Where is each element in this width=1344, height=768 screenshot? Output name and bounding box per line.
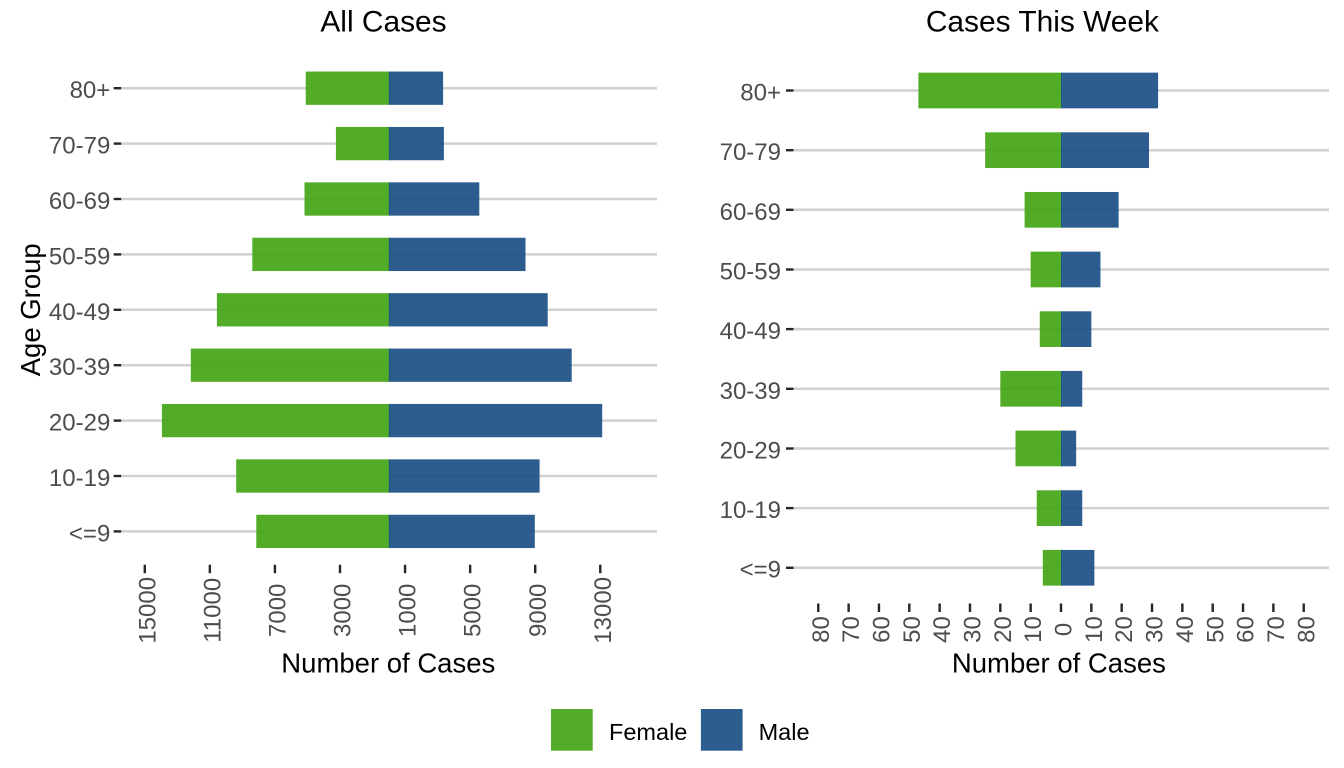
svg-text:50: 50 bbox=[899, 616, 926, 643]
svg-text:<=9: <=9 bbox=[69, 520, 110, 547]
svg-text:All Cases: All Cases bbox=[320, 6, 446, 39]
svg-text:20: 20 bbox=[990, 616, 1017, 643]
svg-text:80+: 80+ bbox=[70, 77, 111, 104]
svg-text:60: 60 bbox=[1233, 616, 1260, 643]
svg-text:Female: Female bbox=[609, 719, 687, 745]
svg-text:70-79: 70-79 bbox=[49, 133, 110, 160]
svg-text:Number of Cases: Number of Cases bbox=[281, 648, 495, 679]
svg-text:11000: 11000 bbox=[199, 578, 226, 643]
svg-text:70-79: 70-79 bbox=[720, 139, 781, 166]
svg-text:20-29: 20-29 bbox=[720, 437, 781, 464]
svg-text:10-19: 10-19 bbox=[720, 497, 781, 524]
svg-text:10-19: 10-19 bbox=[49, 465, 110, 492]
svg-text:30: 30 bbox=[960, 616, 987, 643]
svg-text:Age Group: Age Group bbox=[15, 243, 46, 376]
svg-text:Male: Male bbox=[759, 719, 810, 745]
svg-text:<=9: <=9 bbox=[740, 557, 781, 584]
svg-text:50-59: 50-59 bbox=[720, 258, 781, 285]
svg-text:9000: 9000 bbox=[525, 584, 552, 637]
svg-text:50: 50 bbox=[1202, 616, 1229, 643]
svg-text:20-29: 20-29 bbox=[49, 410, 110, 437]
svg-text:50-59: 50-59 bbox=[49, 243, 110, 270]
svg-text:20: 20 bbox=[1111, 616, 1138, 643]
svg-text:40: 40 bbox=[1172, 616, 1199, 643]
svg-text:5000: 5000 bbox=[460, 584, 487, 637]
svg-text:40-49: 40-49 bbox=[49, 299, 110, 326]
svg-text:80: 80 bbox=[808, 616, 835, 643]
svg-text:Cases This Week: Cases This Week bbox=[926, 6, 1159, 39]
svg-text:60-69: 60-69 bbox=[720, 199, 781, 226]
svg-text:30-39: 30-39 bbox=[49, 354, 110, 381]
svg-text:3000: 3000 bbox=[330, 584, 357, 637]
svg-text:60: 60 bbox=[869, 616, 896, 643]
svg-text:60-69: 60-69 bbox=[49, 188, 110, 215]
svg-text:40-49: 40-49 bbox=[720, 318, 781, 345]
svg-text:Number of Cases: Number of Cases bbox=[952, 648, 1166, 679]
svg-text:1000: 1000 bbox=[395, 584, 422, 637]
svg-text:0: 0 bbox=[1051, 623, 1078, 636]
svg-text:70: 70 bbox=[838, 616, 865, 643]
svg-text:80+: 80+ bbox=[740, 80, 781, 107]
svg-text:10: 10 bbox=[1081, 616, 1108, 643]
svg-text:7000: 7000 bbox=[265, 584, 292, 637]
svg-text:40: 40 bbox=[929, 616, 956, 643]
svg-text:13000: 13000 bbox=[590, 577, 617, 644]
svg-text:10: 10 bbox=[1020, 616, 1047, 643]
svg-text:30-39: 30-39 bbox=[720, 378, 781, 405]
svg-text:70: 70 bbox=[1263, 616, 1290, 643]
svg-text:30: 30 bbox=[1142, 616, 1169, 643]
svg-text:15000: 15000 bbox=[134, 577, 161, 644]
svg-text:80: 80 bbox=[1293, 616, 1320, 643]
